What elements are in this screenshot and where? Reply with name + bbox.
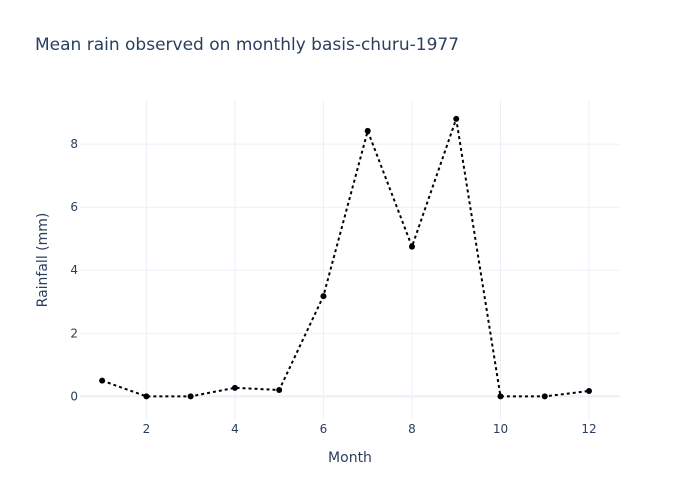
y-tick-label: 4 xyxy=(70,263,78,277)
tick-labels: 2 4 6 8 10 12 0 2 4 6 8 xyxy=(70,137,596,436)
y-tick-label: 6 xyxy=(70,200,78,214)
data-point xyxy=(231,384,238,391)
data-point xyxy=(586,387,593,394)
data-point xyxy=(497,393,504,400)
grid xyxy=(80,100,620,420)
data-point xyxy=(408,243,415,250)
x-tick-label: 12 xyxy=(581,422,596,436)
data-point xyxy=(143,393,150,400)
chart-title: Mean rain observed on monthly basis-chur… xyxy=(35,35,459,55)
data-point xyxy=(541,393,548,400)
x-tick-label: 10 xyxy=(493,422,508,436)
x-tick-label: 6 xyxy=(320,422,328,436)
series-layer xyxy=(99,115,593,400)
y-tick-label: 0 xyxy=(70,389,78,403)
y-axis-title: Rainfall (mm) xyxy=(35,213,51,308)
data-point xyxy=(320,293,327,300)
data-point xyxy=(187,393,194,400)
x-tick-label: 2 xyxy=(143,422,151,436)
data-point xyxy=(453,115,460,122)
y-tick-label: 8 xyxy=(70,137,78,151)
data-point xyxy=(276,387,283,394)
x-tick-label: 4 xyxy=(231,422,239,436)
series-line xyxy=(101,118,590,398)
x-tick-label: 8 xyxy=(408,422,416,436)
data-point xyxy=(99,377,106,384)
data-point xyxy=(364,127,371,134)
y-tick-label: 2 xyxy=(70,326,78,340)
x-axis-title: Month xyxy=(328,450,372,466)
